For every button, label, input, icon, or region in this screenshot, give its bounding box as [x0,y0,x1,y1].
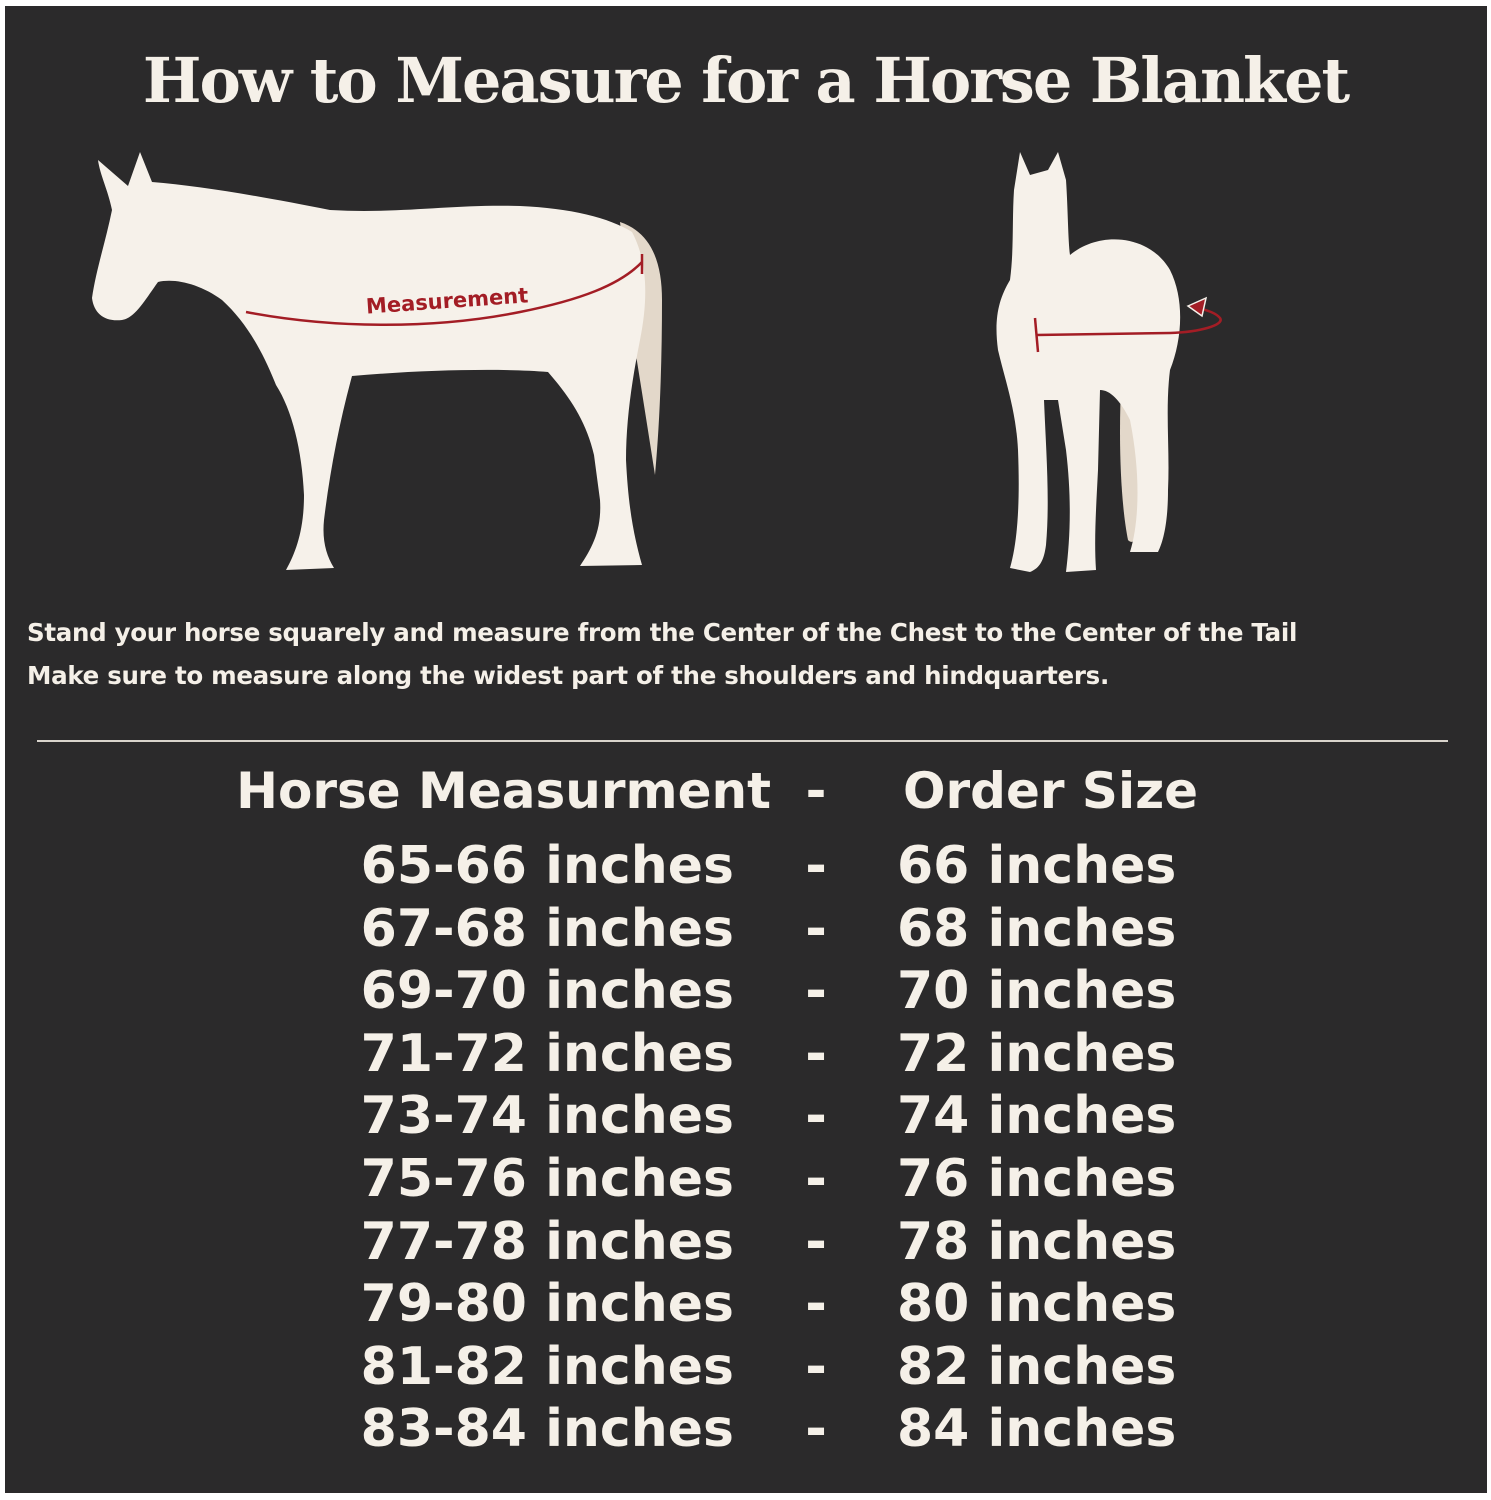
row-size: 80 inches [897,1274,1177,1335]
side-view-horse: Measurement [92,152,662,570]
row-measurement: 83-84 inches [360,1399,734,1460]
instruction-line-2: Make sure to measure along the widest pa… [27,661,1109,690]
row-size: 76 inches [897,1149,1177,1209]
row-separator: - [805,961,827,1022]
row-measurement: 71-72 inches [360,1023,734,1084]
front-view-horse [996,152,1222,572]
table-row: 69-70 inches - 70 inches [0,961,1491,1023]
row-size: 82 inches [897,1336,1177,1397]
table-row: 71-72 inches - 72 inches [0,1024,1491,1086]
header-size: Order Size [903,762,1199,820]
row-measurement: 73-74 inches [360,1086,734,1147]
table-row: 83-84 inches - 84 inches [0,1399,1491,1461]
row-size: 68 inches [897,898,1177,959]
header-measurement: Horse Measurment [236,762,771,820]
table-row: 77-78 inches - 78 inches [0,1212,1491,1274]
table-row: 65-66 inches - 66 inches [0,836,1491,898]
row-separator: - [805,1211,827,1272]
row-separator: - [805,836,827,896]
row-size: 84 inches [897,1399,1177,1460]
row-measurement: 75-76 inches [360,1149,734,1209]
row-measurement: 79-80 inches [360,1274,734,1335]
page-title: How to Measure for a Horse Blanket [142,44,1350,117]
header-separator: - [805,762,827,820]
table-row: 73-74 inches - 74 inches [0,1086,1491,1148]
row-measurement: 77-78 inches [360,1211,734,1272]
table-row: 75-76 inches - 76 inches [0,1149,1491,1211]
row-size: 66 inches [897,836,1177,896]
row-size: 78 inches [897,1211,1177,1272]
front-horse-body [996,152,1181,572]
row-measurement: 67-68 inches [360,898,734,959]
table-row: 67-68 inches - 68 inches [0,899,1491,961]
measurement-line [245,261,643,326]
arrow-head-icon [1186,296,1208,318]
row-separator: - [805,1149,827,1209]
divider [37,740,1448,742]
row-size: 74 inches [897,1086,1177,1147]
row-separator: - [805,1336,827,1397]
instruction-line-1: Stand your horse squarely and measure fr… [27,618,1298,647]
row-measurement: 65-66 inches [360,836,734,896]
girth-arrow [1035,306,1222,337]
row-separator: - [805,1023,827,1084]
row-size: 70 inches [897,961,1177,1022]
row-separator: - [805,1274,827,1335]
horse-diagrams: Measurement [92,152,1222,572]
row-separator: - [805,1086,827,1147]
side-horse-body [92,152,646,570]
row-measurement: 81-82 inches [360,1336,734,1397]
row-measurement: 69-70 inches [360,961,734,1022]
table-row: 81-82 inches - 82 inches [0,1337,1491,1399]
table-header: Horse Measurment - Order Size [0,762,1491,824]
row-separator: - [805,898,827,959]
table-row: 79-80 inches - 80 inches [0,1274,1491,1336]
row-separator: - [805,1399,827,1460]
row-size: 72 inches [897,1023,1177,1084]
